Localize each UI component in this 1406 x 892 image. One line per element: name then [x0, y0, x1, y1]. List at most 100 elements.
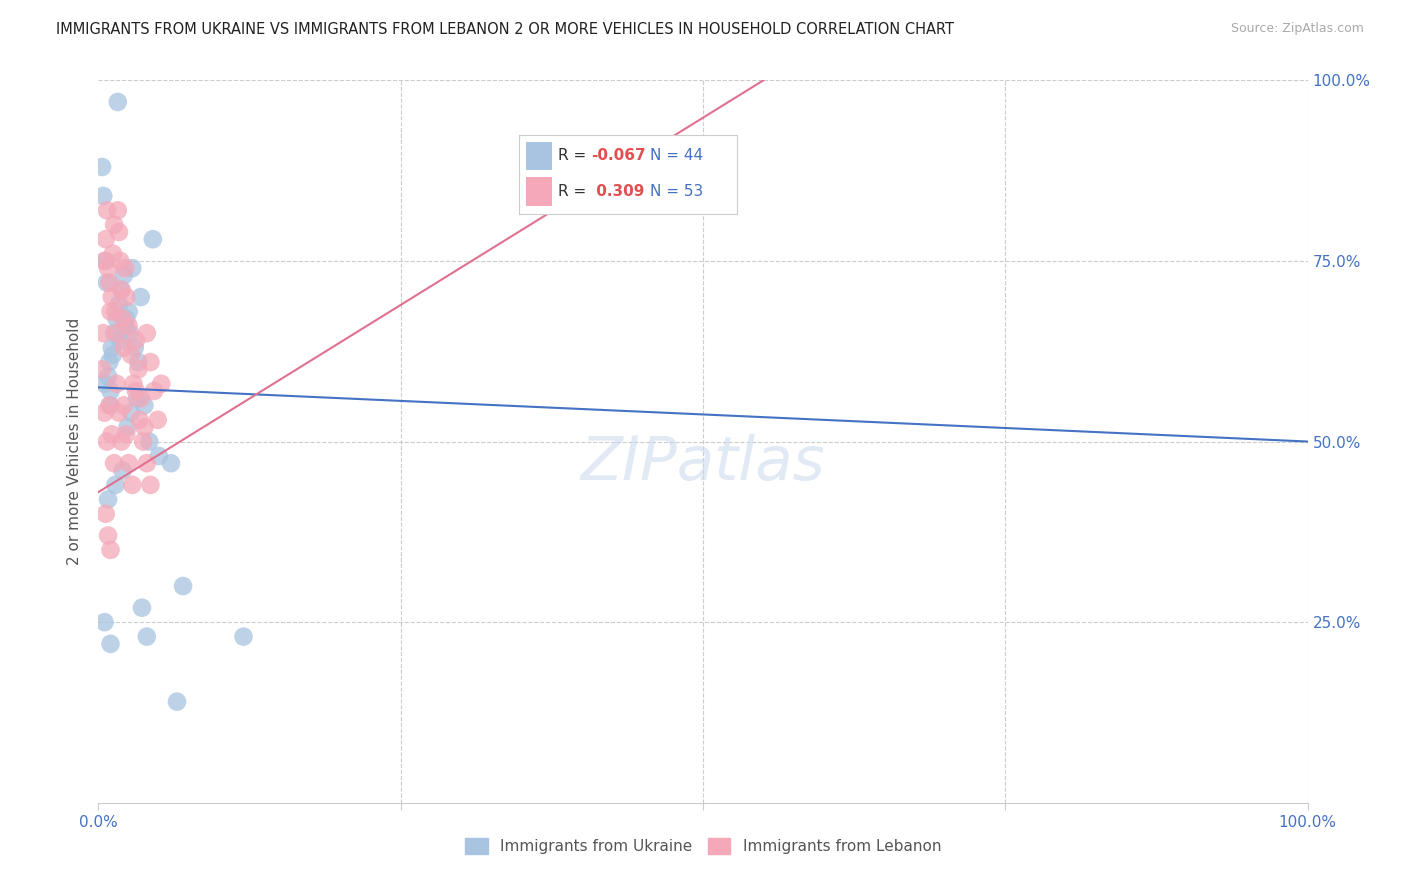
- Point: [112, 341, 135, 355]
- Point: [115, 290, 138, 304]
- Point: [111, 463, 134, 477]
- Point: [91, 160, 114, 174]
- Point: [100, 304, 122, 318]
- Point: [101, 348, 124, 362]
- Point: [146, 413, 169, 427]
- Point: [97, 528, 120, 542]
- Point: [115, 311, 138, 326]
- Point: [93, 615, 115, 630]
- Point: [124, 341, 146, 355]
- Point: [131, 600, 153, 615]
- Point: [91, 362, 114, 376]
- Point: [97, 261, 120, 276]
- Point: [135, 456, 157, 470]
- Point: [232, 630, 254, 644]
- Point: [111, 311, 134, 326]
- Text: 0.309: 0.309: [591, 184, 644, 199]
- Point: [107, 95, 129, 109]
- Point: [112, 398, 135, 412]
- Point: [110, 283, 132, 297]
- Point: [91, 189, 114, 203]
- Point: [104, 304, 127, 318]
- Point: [127, 362, 149, 376]
- Text: N = 44: N = 44: [650, 148, 703, 163]
- Point: [96, 203, 118, 218]
- Text: Source: ZipAtlas.com: Source: ZipAtlas.com: [1230, 22, 1364, 36]
- Point: [120, 348, 142, 362]
- Point: [108, 297, 131, 311]
- Point: [148, 449, 170, 463]
- Point: [138, 434, 160, 449]
- Point: [117, 420, 139, 434]
- Y-axis label: 2 or more Vehicles in Household: 2 or more Vehicles in Household: [67, 318, 83, 566]
- Point: [118, 326, 141, 341]
- Point: [105, 376, 128, 391]
- Point: [125, 384, 148, 398]
- Point: [98, 398, 121, 412]
- Point: [118, 318, 141, 333]
- Point: [108, 406, 131, 420]
- Point: [93, 406, 115, 420]
- Point: [150, 376, 173, 391]
- Point: [103, 218, 125, 232]
- Text: ZIPatlas: ZIPatlas: [581, 434, 825, 492]
- Point: [129, 290, 152, 304]
- Point: [98, 276, 121, 290]
- Point: [118, 304, 141, 318]
- Point: [108, 253, 131, 268]
- Point: [105, 326, 128, 341]
- Point: [97, 492, 120, 507]
- Point: [100, 341, 122, 355]
- Point: [143, 384, 166, 398]
- Point: [129, 391, 152, 405]
- Point: [96, 434, 118, 449]
- Point: [125, 334, 148, 348]
- Point: [94, 232, 117, 246]
- Point: [108, 225, 131, 239]
- Point: [142, 232, 165, 246]
- Point: [128, 413, 150, 427]
- Point: [114, 318, 136, 333]
- Point: [132, 434, 155, 449]
- Point: [121, 478, 143, 492]
- Point: [134, 398, 156, 412]
- Point: [118, 456, 141, 470]
- Point: [127, 355, 149, 369]
- Text: IMMIGRANTS FROM UKRAINE VS IMMIGRANTS FROM LEBANON 2 OR MORE VEHICLES IN HOUSEHO: IMMIGRANTS FROM UKRAINE VS IMMIGRANTS FR…: [56, 22, 955, 37]
- Point: [101, 246, 124, 260]
- Legend: Immigrants from Ukraine, Immigrants from Lebanon: Immigrants from Ukraine, Immigrants from…: [458, 832, 948, 860]
- Point: [104, 478, 127, 492]
- Point: [100, 637, 122, 651]
- Point: [135, 326, 157, 341]
- Point: [112, 268, 135, 283]
- Point: [100, 290, 122, 304]
- Point: [107, 203, 129, 218]
- Point: [121, 261, 143, 276]
- Point: [108, 334, 131, 348]
- Point: [96, 276, 118, 290]
- Point: [94, 507, 117, 521]
- Point: [100, 542, 122, 557]
- Point: [100, 384, 122, 398]
- Point: [127, 391, 149, 405]
- Text: R =: R =: [558, 148, 592, 163]
- Point: [160, 456, 183, 470]
- Text: N = 53: N = 53: [650, 184, 703, 199]
- Point: [105, 311, 128, 326]
- Point: [100, 398, 122, 412]
- Point: [93, 253, 115, 268]
- Text: R =: R =: [558, 184, 592, 199]
- Point: [122, 376, 145, 391]
- Point: [91, 326, 114, 341]
- Point: [134, 420, 156, 434]
- FancyBboxPatch shape: [526, 142, 551, 170]
- Point: [115, 427, 138, 442]
- Point: [94, 253, 117, 268]
- Text: -0.067: -0.067: [591, 148, 645, 163]
- Point: [172, 579, 194, 593]
- FancyBboxPatch shape: [526, 178, 551, 205]
- Point: [103, 326, 125, 341]
- Point: [100, 427, 122, 442]
- Point: [166, 695, 188, 709]
- Point: [139, 478, 162, 492]
